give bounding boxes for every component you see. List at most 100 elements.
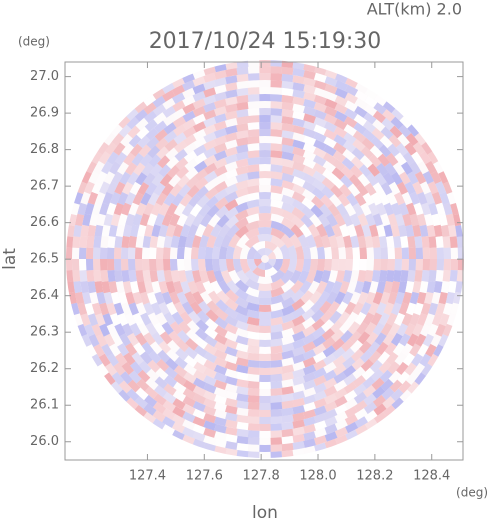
radar-cell — [339, 223, 350, 238]
radar-cell — [80, 170, 92, 184]
radar-cell — [364, 95, 378, 108]
radar-cell — [345, 429, 359, 441]
radar-cell — [291, 298, 306, 311]
radar-cell — [396, 181, 409, 195]
radar-cell — [125, 162, 138, 176]
radar-cell — [111, 133, 125, 147]
radar-cell — [258, 325, 272, 333]
radar-cell — [236, 87, 249, 97]
radar-cell — [203, 116, 217, 128]
radar-cell — [398, 281, 408, 294]
radar-cell — [257, 261, 265, 271]
radar-cell — [364, 418, 378, 431]
radar-cell — [247, 338, 260, 347]
radar-cell — [350, 156, 364, 169]
radar-cell — [79, 259, 87, 271]
radar-cell — [330, 184, 344, 198]
radar-cell — [236, 234, 250, 249]
radar-cell — [173, 124, 187, 137]
radar-cell — [442, 323, 454, 337]
radar-cell — [354, 90, 368, 102]
radar-cell — [225, 103, 238, 113]
radar-cell — [103, 171, 116, 185]
radar-cell — [247, 373, 260, 382]
radar-cell — [203, 375, 217, 387]
radar-cell — [172, 116, 186, 128]
radar-cell — [103, 372, 116, 386]
radar-cell — [246, 199, 260, 209]
radar-cell — [127, 379, 141, 393]
radar-cell — [329, 310, 342, 324]
radar-cell — [125, 342, 138, 356]
radar-cell — [235, 165, 249, 176]
y-tick-label: 26.7 — [30, 179, 59, 194]
radar-cell — [405, 133, 419, 147]
radar-cell — [173, 140, 188, 153]
radar-cell — [270, 430, 283, 438]
radar-cell — [171, 84, 185, 97]
radar-cell — [121, 361, 134, 375]
radar-cell — [193, 377, 207, 390]
radar-cell — [339, 320, 352, 334]
radar-cell — [247, 73, 260, 81]
radar-cell — [193, 136, 207, 149]
radar-cell — [259, 416, 271, 425]
radar-cell — [174, 356, 188, 370]
radar-cell — [245, 227, 260, 240]
radar-cell — [163, 114, 177, 127]
radar-cell — [394, 213, 405, 227]
radar-cell — [244, 269, 260, 283]
radar-cell — [291, 191, 306, 203]
radar-cell — [270, 206, 284, 216]
radar-cell — [247, 129, 260, 138]
radar-cell — [149, 247, 157, 259]
radar-cell — [244, 235, 260, 249]
x-tick-label: 127.6 — [186, 469, 223, 484]
radar-cell — [169, 183, 183, 197]
radar-cell — [416, 191, 428, 205]
radar-cell — [199, 290, 213, 305]
radar-cell — [258, 290, 272, 298]
radar-cell — [188, 310, 201, 324]
radar-cell — [346, 280, 357, 294]
radar-cell — [203, 390, 217, 402]
radar-cell — [303, 120, 317, 131]
radar-cell — [324, 408, 338, 420]
radar-cell — [177, 174, 190, 188]
radar-cell — [303, 394, 316, 405]
radar-cell — [350, 339, 363, 353]
radar-cell — [291, 306, 306, 319]
radar-cell — [334, 95, 348, 107]
radar-cell — [183, 134, 197, 147]
radar-cell — [346, 224, 357, 238]
radar-cell — [125, 291, 136, 305]
radar-cell — [117, 389, 131, 403]
radar-cell — [153, 182, 166, 196]
radar-cell — [302, 173, 316, 185]
radar-cell — [393, 270, 402, 283]
radar-cell — [110, 313, 121, 327]
radar-cell — [303, 77, 316, 87]
radar-cell — [270, 122, 283, 131]
radar-cell — [225, 96, 238, 106]
radar-cell — [359, 247, 367, 259]
radar-cell — [157, 155, 171, 169]
radar-cell — [259, 107, 271, 116]
radar-cell — [224, 161, 238, 172]
radar-cell — [401, 259, 409, 271]
radar-cell — [281, 201, 295, 214]
radar-cell — [414, 270, 423, 282]
radar-cell — [369, 359, 383, 373]
radar-cell — [430, 170, 442, 184]
radar-cell — [203, 147, 217, 159]
radar-cell — [214, 188, 228, 202]
radar-cell — [424, 313, 435, 327]
radar-cell — [303, 401, 316, 412]
radar-cell — [351, 147, 365, 161]
radar-cell — [213, 387, 227, 398]
radar-cell — [258, 213, 272, 221]
radar-cell — [324, 431, 338, 442]
radar-cell — [320, 310, 334, 324]
radar-cell — [331, 338, 345, 351]
radar-cell — [270, 316, 284, 326]
